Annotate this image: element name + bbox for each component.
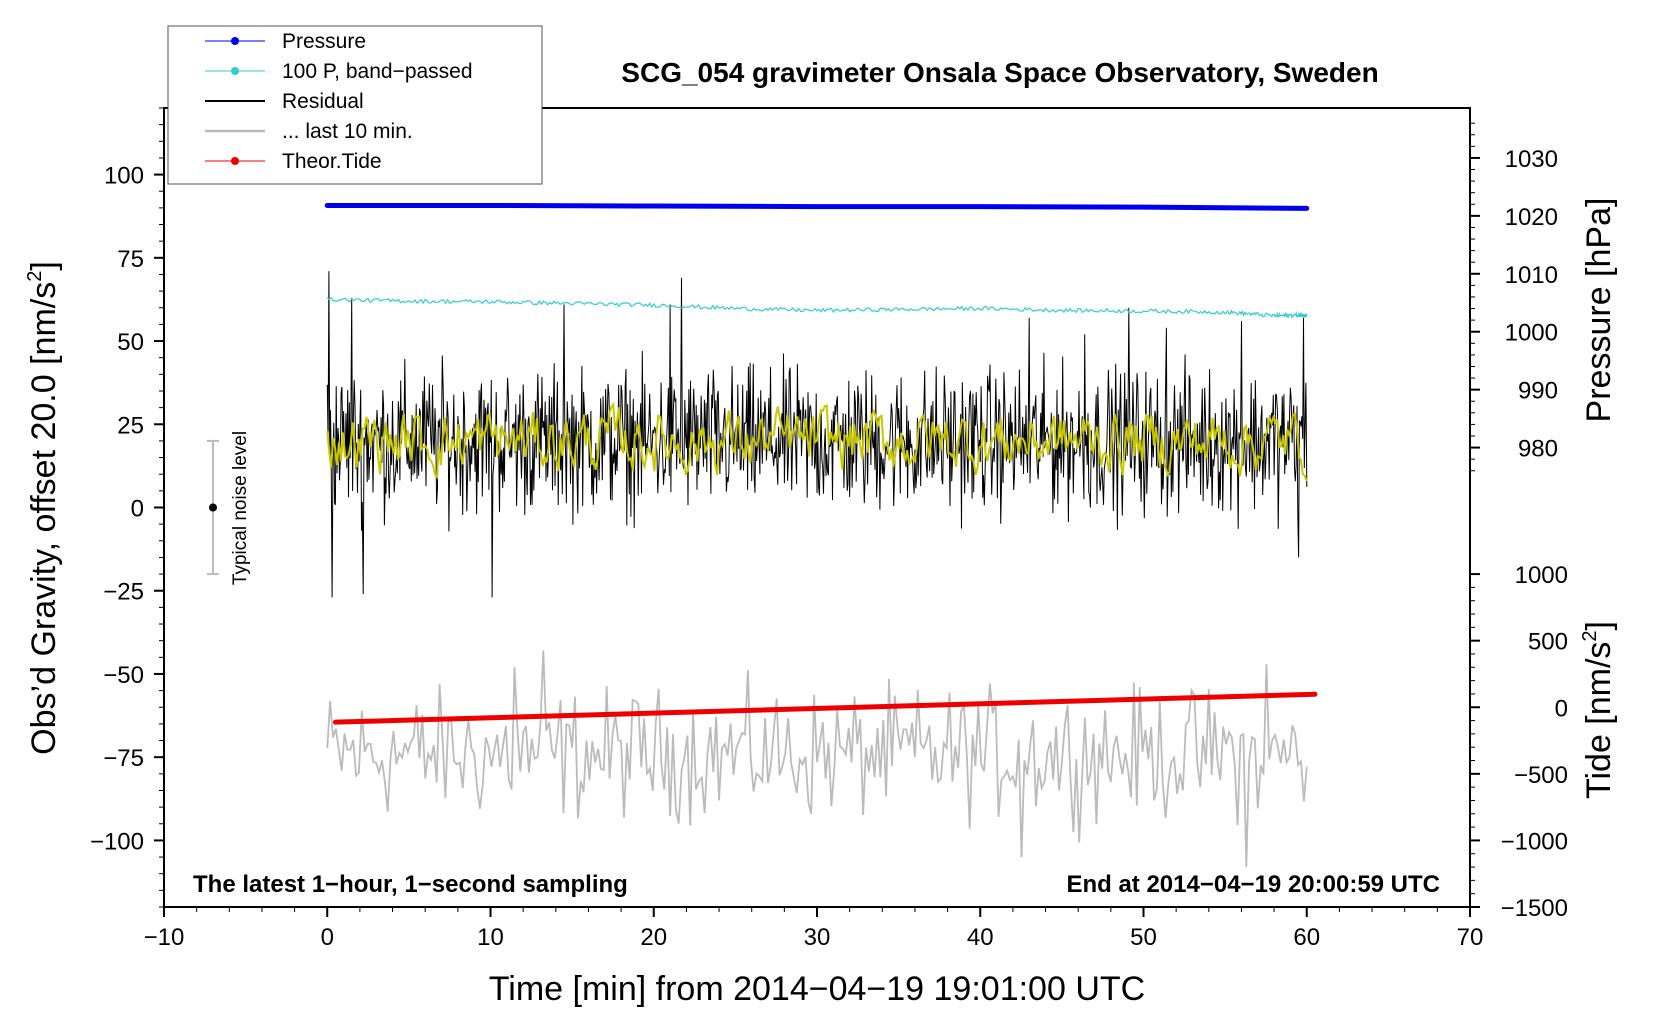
y-tick-label-pressure: 1000	[1505, 320, 1558, 347]
x-tick-label: −10	[144, 924, 185, 951]
y-tick-label-pressure: 990	[1518, 378, 1558, 405]
series-band-passed-pressure	[326, 296, 1308, 319]
x-tick-label: 20	[640, 924, 667, 951]
noise-level-marker	[206, 439, 219, 576]
legend: Pressure 100 P, band−passed Residual ... la…	[167, 25, 543, 185]
y-tick-label-tide: −500	[1514, 762, 1568, 789]
y-tick-label-tide: 1000	[1515, 562, 1568, 589]
x-tick-label: 0	[321, 924, 334, 951]
noise-level-label: Typical noise level	[230, 431, 251, 585]
y-tick-label-tide: −1500	[1501, 895, 1568, 922]
y-axis-title-left-end: ]	[25, 261, 63, 270]
legend-marker	[231, 67, 239, 75]
y-tick-label-left: 25	[117, 412, 144, 439]
x-tick-label: 40	[967, 924, 994, 951]
y-tick-label-left: 100	[104, 163, 144, 190]
y-tick-label-pressure: 1020	[1505, 204, 1558, 231]
x-tick-label: 60	[1293, 924, 1320, 951]
legend-label: 100 P, band−passed	[282, 60, 473, 83]
y-tick-label-tide: 500	[1528, 629, 1568, 656]
y-axis-title-tide-sup: 2	[1579, 630, 1601, 641]
y-axis-title-left: Obs’d Gravity, offset 20.0 [nm/s2]	[24, 261, 63, 755]
series-filtered	[326, 401, 1308, 482]
series-theor-tide	[332, 691, 1318, 725]
y-tick-label-left: 0	[131, 496, 144, 523]
x-tick-label: 50	[1130, 924, 1157, 951]
y-tick-label-pressure: 980	[1518, 436, 1558, 463]
series-residual	[326, 271, 1308, 598]
y-tick-label-tide: −1000	[1501, 828, 1568, 855]
y-axis-title-tide: Tide [nm/s2]	[1579, 621, 1618, 799]
y-tick-label-left: −75	[103, 745, 144, 772]
annotation-end-time: End at 2014−04−19 20:00:59 UTC	[1066, 871, 1440, 898]
y-tick-label-left: −100	[90, 828, 144, 855]
legend-marker	[231, 37, 239, 45]
legend-label: Pressure	[282, 30, 366, 53]
x-tick-label: 70	[1457, 924, 1484, 951]
x-axis-title: Time [min] from 2014−04−19 19:01:00 UTC	[489, 970, 1145, 1008]
series-last-10-min	[326, 650, 1308, 868]
axis-ticks	[154, 107, 1480, 917]
legend-label: Residual	[282, 90, 364, 113]
y-axis-title-left-main: Obs’d Gravity, offset 20.0 [nm/s	[25, 282, 63, 755]
y-tick-label-left: −50	[103, 662, 144, 689]
y-axis-title-pressure: Pressure [hPa]	[1580, 198, 1618, 423]
y-tick-label-pressure: 1010	[1505, 262, 1558, 289]
series-pressure	[324, 202, 1310, 211]
y-tick-label-tide: 0	[1555, 695, 1568, 722]
legend-box	[167, 25, 543, 185]
y-axis-title-tide-end: ]	[1580, 621, 1618, 630]
legend-marker	[231, 157, 239, 165]
chart-title: SCG_054 gravimeter Onsala Space Observat…	[621, 57, 1378, 88]
y-tick-label-left: −25	[103, 579, 144, 606]
x-tick-label: 30	[804, 924, 831, 951]
y-axis-title-tide-main: Tide [nm/s	[1580, 642, 1618, 799]
series-layer	[324, 202, 1318, 868]
y-tick-label-left: 75	[117, 246, 144, 273]
x-tick-label: 10	[477, 924, 504, 951]
legend-label: Theor.Tide	[282, 150, 382, 173]
legend-label: ... last 10 min.	[282, 120, 413, 143]
annotation-sampling: The latest 1−hour, 1−second sampling	[193, 871, 628, 898]
y-tick-label-left: 50	[117, 329, 144, 356]
noise-dot	[208, 503, 217, 512]
y-axis-title-left-sup: 2	[24, 271, 46, 282]
tick-labels: −10 0 10 20 30 40 50 60 701007550250−25−50−75−10…	[90, 146, 1568, 951]
y-tick-label-pressure: 1030	[1505, 146, 1558, 173]
